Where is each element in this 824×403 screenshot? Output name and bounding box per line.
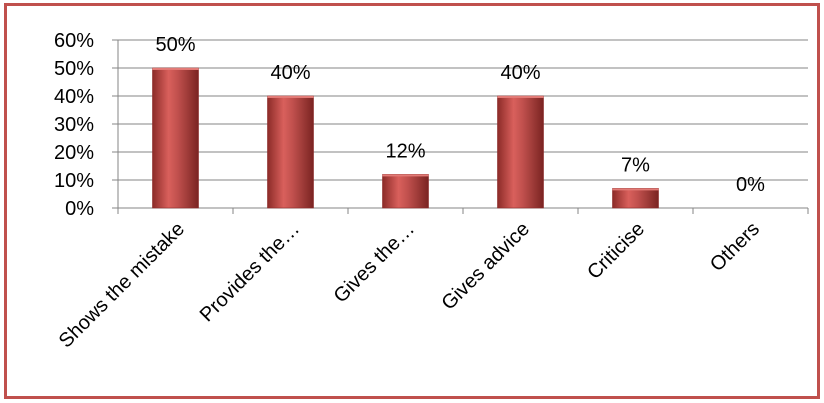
x-category-label: Gives advice	[438, 218, 535, 315]
bar	[497, 95, 544, 209]
bar	[612, 188, 659, 209]
bar-top-highlight	[382, 174, 429, 177]
y-tick-label: 40%	[54, 86, 94, 108]
bars	[152, 67, 659, 209]
data-label: 40%	[500, 62, 540, 84]
x-category-label: Others	[706, 218, 764, 276]
bar-top-highlight	[267, 96, 314, 98]
bar-top-highlight	[612, 188, 659, 191]
y-tick-label: 0%	[65, 198, 94, 220]
bar-top-highlight	[152, 68, 199, 70]
data-label: 40%	[270, 62, 310, 84]
x-category-label: Criticise	[583, 218, 649, 284]
y-tick-label: 60%	[54, 30, 94, 52]
data-label: 12%	[385, 140, 425, 162]
x-category-label: Shows the mistake	[55, 218, 189, 352]
bar	[152, 67, 199, 209]
x-category-label: Provides the…	[196, 218, 304, 326]
y-tick-label: 50%	[54, 58, 94, 80]
gridlines	[118, 39, 808, 181]
bar	[267, 95, 314, 209]
x-category-label: Gives the…	[330, 218, 419, 307]
data-label: 50%	[155, 34, 195, 56]
bar-top-highlight	[497, 96, 544, 98]
data-label: 0%	[736, 174, 765, 196]
data-label: 7%	[621, 154, 650, 176]
y-tick-label: 30%	[54, 114, 94, 136]
axes	[112, 39, 809, 214]
bar	[382, 174, 429, 209]
y-tick-label: 20%	[54, 142, 94, 164]
y-tick-label: 10%	[54, 170, 94, 192]
